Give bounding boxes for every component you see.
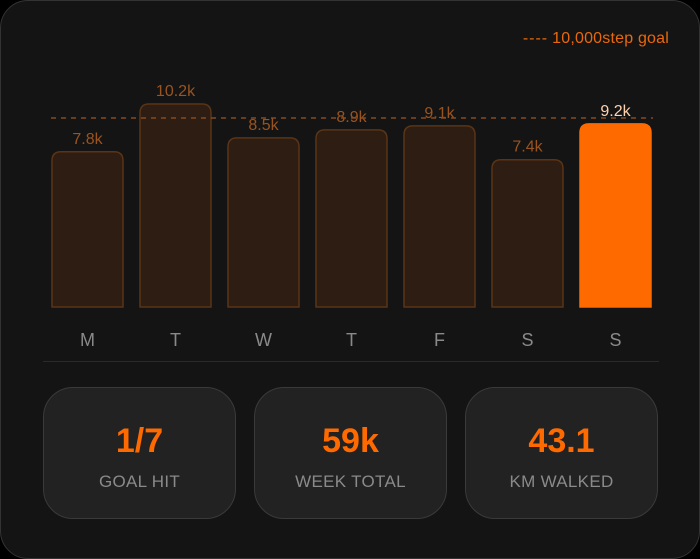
legend-text: 10,000step goal — [552, 30, 669, 47]
day-label-2: W — [255, 330, 272, 350]
bar-6 — [579, 123, 652, 308]
day-label-4: F — [434, 330, 445, 350]
bar-value-label-2: 8.5k — [248, 117, 279, 134]
bar-4 — [403, 125, 476, 308]
day-label-0: M — [80, 330, 95, 350]
stat-value: 1/7 — [115, 422, 164, 460]
day-label-5: S — [521, 330, 533, 350]
legend-dash: ---- — [522, 30, 549, 47]
bar-value-label-5: 7.4k — [512, 139, 543, 156]
bar-0 — [51, 151, 124, 308]
bar-value-label-0: 7.8k — [72, 131, 103, 148]
bar-value-label-6: 9.2k — [600, 103, 631, 120]
bar-5 — [491, 158, 564, 308]
bar-value-label-1: 10.2k — [156, 83, 196, 100]
stat-goal-hit: 1/7 GOAL HIT — [43, 387, 236, 519]
bar-3 — [315, 129, 388, 308]
bar-value-label-4: 9.1k — [424, 105, 455, 122]
day-label-6: S — [609, 330, 621, 350]
day-label-1: T — [170, 330, 181, 350]
stat-label: WEEK TOTAL — [295, 472, 406, 491]
bar-2 — [227, 137, 300, 308]
bar-1 — [139, 103, 212, 308]
goal-legend: ---- 10,000step goal — [523, 30, 669, 48]
stat-value: 43.1 — [528, 422, 595, 460]
stat-label: GOAL HIT — [98, 472, 181, 491]
stat-label: KM WALKED — [509, 472, 614, 491]
stat-km-walked: 43.1 KM WALKED — [465, 387, 658, 519]
stat-week-total: 59k WEEK TOTAL — [254, 387, 447, 519]
stat-value: 59k — [322, 422, 379, 460]
divider — [43, 361, 659, 362]
day-label-3: T — [346, 330, 357, 350]
